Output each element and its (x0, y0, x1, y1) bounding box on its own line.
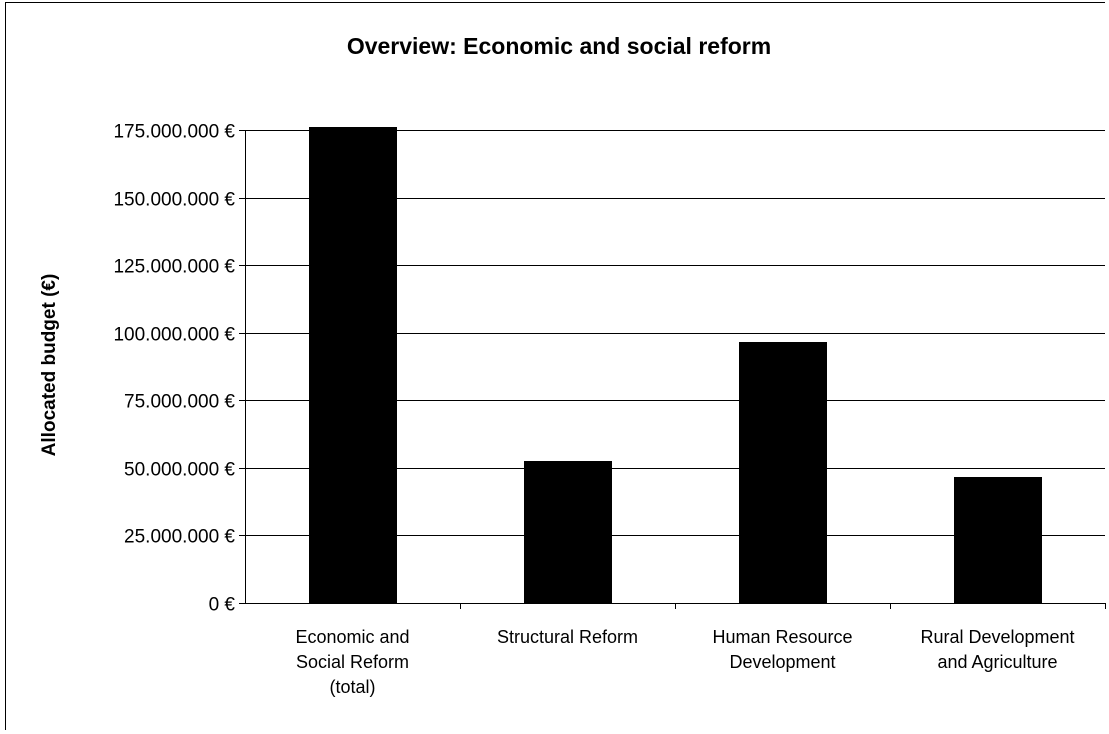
y-tick-label: 175.000.000 € (113, 122, 235, 143)
x-tick-label-line: Social Reform (296, 652, 409, 672)
bar (309, 127, 397, 603)
y-tick-label: 50.000.000 € (124, 460, 235, 481)
x-tick-label-line: Development (729, 652, 835, 672)
x-tick-label-line: Rural Development (920, 627, 1074, 647)
bar (524, 461, 612, 603)
bar (739, 342, 827, 603)
y-tick-label: 0 € (209, 595, 236, 616)
x-tick-label: Rural Development and Agriculture (920, 627, 1074, 672)
y-axis-label: Allocated budget (€) (39, 274, 60, 457)
y-tick-label: 150.000.000 € (113, 190, 235, 211)
x-tick-label: Economic and Social Reform (total) (295, 627, 409, 697)
y-tick-labels: 0 € 25.000.000 € 50.000.000 € 75.000.000 € 1… (113, 122, 235, 616)
y-tick-label: 25.000.000 € (124, 527, 235, 548)
y-tick-label: 100.000.000 € (113, 325, 235, 346)
x-tick-labels: Economic and Social Reform (total) Structur… (295, 627, 1074, 697)
x-tick-label: Structural Reform (497, 627, 638, 647)
y-tick-label: 125.000.000 € (113, 257, 235, 278)
chart-frame (5, 2, 1105, 730)
x-tick-label-line: Economic and (295, 627, 409, 647)
bars (309, 127, 1042, 603)
bar (954, 477, 1042, 603)
x-tick-label-line: Structural Reform (497, 627, 638, 647)
x-tick-label: Human Resource Development (712, 627, 852, 672)
x-tick-label-line: Human Resource (712, 627, 852, 647)
chart-title: Overview: Economic and social reform (347, 33, 771, 59)
x-tick-label-line: and Agriculture (937, 652, 1057, 672)
axes (239, 130, 1106, 609)
x-tick-label-line: (total) (329, 677, 375, 697)
y-tick-label: 75.000.000 € (124, 392, 235, 413)
